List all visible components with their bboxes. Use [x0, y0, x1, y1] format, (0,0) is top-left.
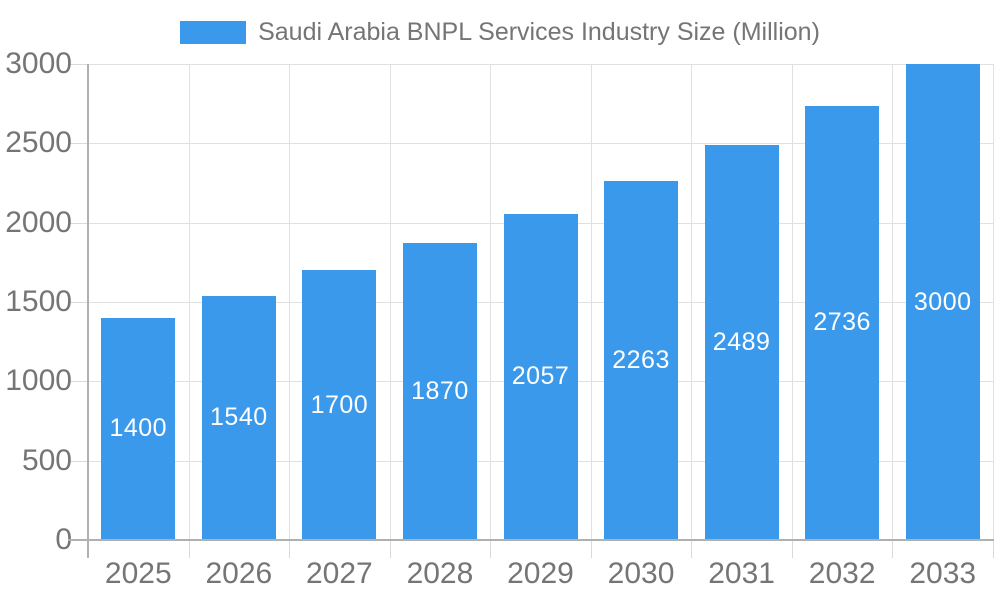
x-axis-tick-5 — [590, 540, 592, 558]
x-axis-label-2029: 2029 — [507, 557, 574, 590]
legend-swatch — [180, 20, 247, 44]
y-axis-tick-2000 — [68, 222, 88, 224]
gridline-y-3000 — [88, 64, 993, 65]
y-axis-tick-3000 — [68, 64, 88, 65]
y-axis-label-3000: 3000 — [5, 47, 72, 80]
y-axis-label-2000: 2000 — [5, 205, 72, 239]
bar-value-label-2029: 2057 — [511, 362, 570, 391]
bar-value-label-2026: 1540 — [210, 403, 268, 432]
y-axis-label-1500: 1500 — [5, 285, 72, 318]
y-axis-tick-500 — [68, 460, 88, 462]
gridline-x-9 — [993, 64, 994, 540]
x-axis-tick-8 — [892, 540, 894, 558]
bar-value-label-2031: 2489 — [712, 328, 771, 357]
x-axis-tick-2 — [289, 540, 291, 558]
x-axis-label-2028: 2028 — [406, 557, 474, 590]
x-axis-tick-4 — [490, 540, 492, 558]
bar-value-label-2033: 3000 — [913, 287, 972, 316]
y-axis-tick-1500 — [68, 302, 88, 303]
y-axis-label-2500: 2500 — [5, 126, 72, 160]
gridline-x-5 — [590, 64, 592, 540]
gridline-x-1 — [188, 64, 190, 540]
y-axis-tick-2500 — [68, 143, 88, 145]
bar-2026[interactable]: 1540 — [201, 295, 276, 540]
bar-2032[interactable]: 2736 — [805, 105, 880, 540]
x-axis-label-2026: 2026 — [205, 557, 273, 590]
gridline-y-2500 — [88, 143, 993, 145]
bar-2031[interactable]: 2489 — [704, 145, 779, 540]
x-axis-tick-7 — [791, 540, 793, 558]
x-axis-tick-3 — [389, 540, 391, 558]
y-axis-tick-1000 — [68, 381, 88, 383]
x-axis-label-2033: 2033 — [909, 557, 977, 590]
bar-value-label-2028: 1870 — [411, 377, 469, 406]
y-axis-label-0: 0 — [55, 523, 72, 556]
bar-value-label-2032: 2736 — [813, 308, 871, 337]
gridline-x-7 — [791, 64, 793, 540]
gridline-x-3 — [389, 64, 391, 540]
bar-2028[interactable]: 1870 — [402, 243, 477, 540]
gridline-x-4 — [490, 64, 492, 540]
plot-area: 1400 1540 1700 1870 2057 2263 2489 2736 3000 — [68, 64, 994, 558]
bar-value-label-2030: 2263 — [612, 345, 670, 374]
gridline-x-8 — [892, 64, 894, 540]
bar-2027[interactable]: 1700 — [302, 270, 377, 540]
x-axis-label-2031: 2031 — [708, 557, 775, 590]
bar-2033[interactable]: 3000 — [905, 64, 980, 540]
x-axis-tick-9 — [993, 540, 994, 558]
gridline-x-2 — [289, 64, 291, 540]
bar-value-label-2025: 1400 — [109, 414, 168, 443]
y-axis-label-500: 500 — [21, 443, 72, 477]
y-axis-line — [87, 64, 89, 558]
y-axis-label-1000: 1000 — [5, 364, 72, 398]
x-axis-label-2027: 2027 — [306, 557, 373, 590]
gridline-x-6 — [691, 64, 693, 540]
x-axis-label-2032: 2032 — [808, 557, 876, 590]
x-axis-label-2025: 2025 — [104, 557, 172, 590]
x-axis-label-2030: 2030 — [607, 557, 675, 590]
x-axis-line — [68, 539, 994, 541]
x-axis-tick-1 — [188, 540, 190, 558]
bar-2025[interactable]: 1400 — [101, 317, 176, 540]
bar-value-label-2027: 1700 — [310, 390, 369, 419]
x-axis-tick-6 — [691, 540, 693, 558]
bar-2029[interactable]: 2057 — [503, 213, 578, 540]
legend-item[interactable]: Saudi Arabia BNPL Services Industry Size… — [0, 9, 1000, 55]
bar-2030[interactable]: 2263 — [604, 180, 679, 540]
legend-label: Saudi Arabia BNPL Services Industry Size… — [258, 17, 820, 46]
